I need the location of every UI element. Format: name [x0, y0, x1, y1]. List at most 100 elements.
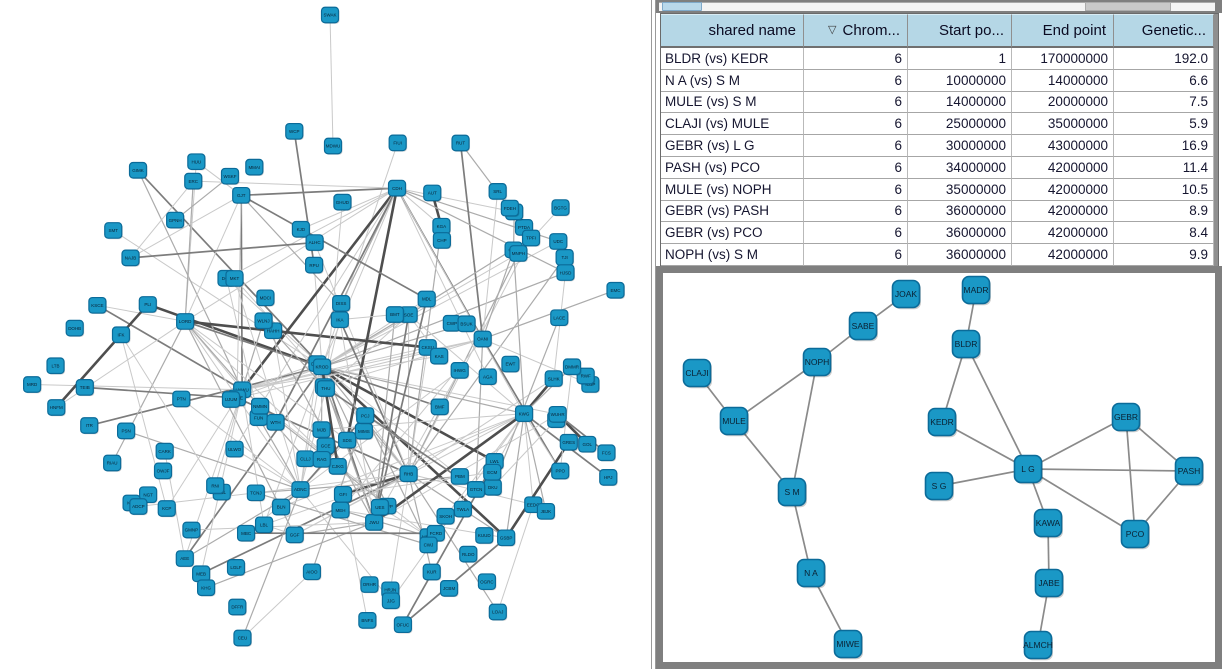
network-node[interactable] — [556, 264, 575, 281]
network-node[interactable] — [266, 413, 285, 431]
table-row[interactable]: NOPH (vs) S M 6 36000000 42000000 9.9 — [661, 244, 1214, 266]
table-cell[interactable]: 6 — [804, 156, 908, 179]
network-node[interactable] — [88, 296, 107, 314]
table-cell[interactable]: 6 — [804, 48, 908, 70]
table-row[interactable]: MULE (vs) NOPH 6 35000000 42000000 10.5 — [661, 178, 1214, 201]
network-node[interactable] — [245, 158, 264, 176]
network-node[interactable] — [331, 501, 350, 519]
network-node[interactable] — [172, 390, 191, 408]
node-mule[interactable] — [719, 406, 749, 436]
network-node[interactable] — [65, 319, 84, 337]
table-cell[interactable]: MULE (vs) NOPH — [661, 178, 804, 201]
table-cell[interactable]: 6 — [804, 200, 908, 223]
table-scrollbar-track[interactable] — [659, 2, 1215, 11]
table-row[interactable]: N A (vs) S M 6 10000000 14000000 6.6 — [661, 69, 1214, 92]
table-cell[interactable]: 6 — [804, 69, 908, 92]
network-node[interactable] — [155, 442, 174, 460]
column-header-chrom[interactable]: ▽ Chrom... — [804, 14, 908, 48]
network-node[interactable] — [370, 498, 389, 516]
network-node[interactable] — [305, 234, 324, 251]
network-node[interactable] — [184, 172, 203, 190]
table-cell[interactable]: BLDR (vs) KEDR — [661, 48, 804, 70]
table-cell[interactable]: GEBR (vs) PCO — [661, 222, 804, 245]
table-cell[interactable]: 10.5 — [1114, 178, 1214, 201]
table-cell[interactable]: GEBR (vs) PASH — [661, 200, 804, 223]
network-node[interactable] — [457, 315, 476, 333]
main-network-canvas[interactable]: OFUCGPNHDOHBSOELWLMMLNLNWUWPURORHRLGLFUS… — [0, 0, 650, 669]
node-noph[interactable] — [802, 347, 832, 377]
node-madr[interactable] — [961, 275, 991, 305]
table-cell[interactable]: 6 — [804, 178, 908, 201]
table-cell[interactable]: 6 — [804, 244, 908, 266]
network-node[interactable] — [225, 440, 244, 458]
network-node[interactable] — [302, 563, 322, 581]
table-cell[interactable]: 36000000 — [908, 244, 1012, 266]
node-miwe[interactable] — [833, 629, 863, 659]
network-node[interactable] — [46, 357, 65, 375]
network-node[interactable] — [354, 422, 374, 440]
network-node[interactable] — [597, 444, 616, 462]
table-cell[interactable]: 42000000 — [1012, 244, 1114, 266]
table-row[interactable]: PASH (vs) PCO 6 34000000 42000000 11.4 — [661, 156, 1214, 179]
network-node[interactable] — [320, 6, 340, 24]
network-node[interactable] — [333, 193, 352, 211]
node-almch[interactable] — [1023, 630, 1053, 660]
table-cell[interactable]: N A (vs) S M — [661, 69, 804, 92]
node-n-a[interactable] — [796, 558, 826, 588]
network-node[interactable] — [116, 422, 136, 440]
network-node[interactable] — [451, 134, 470, 152]
network-node[interactable] — [521, 229, 541, 247]
network-node[interactable] — [555, 249, 574, 266]
subnetwork-edge-l-g-gebr[interactable] — [1027, 416, 1127, 470]
subnetwork-edge-noph-s-m[interactable] — [791, 361, 818, 493]
network-node[interactable] — [192, 565, 211, 583]
network-node[interactable] — [333, 485, 353, 503]
table-cell[interactable]: 9.9 — [1114, 244, 1214, 266]
network-node[interactable] — [562, 358, 582, 376]
column-header-shared-name[interactable]: shared name — [661, 14, 804, 48]
table-cell[interactable]: 42000000 — [1012, 222, 1114, 245]
node-pash[interactable] — [1174, 456, 1204, 486]
node-kawa[interactable] — [1033, 508, 1063, 538]
network-node[interactable] — [221, 391, 241, 408]
node-pco[interactable] — [1120, 519, 1150, 549]
network-node[interactable] — [417, 290, 436, 308]
network-node[interactable] — [246, 484, 265, 502]
network-node[interactable] — [550, 309, 569, 327]
network-node[interactable] — [559, 433, 578, 451]
table-cell[interactable]: 16.9 — [1114, 135, 1214, 157]
network-node[interactable] — [312, 421, 331, 438]
network-node[interactable] — [544, 370, 563, 387]
node-claji[interactable] — [682, 358, 712, 388]
network-node[interactable] — [220, 167, 240, 185]
network-node[interactable] — [187, 153, 206, 171]
network-node[interactable] — [23, 376, 42, 393]
network-node[interactable] — [475, 527, 494, 544]
network-node[interactable] — [399, 465, 418, 483]
network-node[interactable] — [497, 529, 516, 547]
table-cell[interactable]: 5.9 — [1114, 113, 1214, 136]
network-node[interactable] — [312, 358, 332, 376]
network-node[interactable] — [206, 477, 225, 494]
network-node[interactable] — [228, 598, 247, 616]
table-row[interactable]: CLAJI (vs) MULE 6 25000000 35000000 5.9 — [661, 113, 1214, 136]
subnetwork-edge-l-g-pco[interactable] — [1027, 468, 1136, 535]
table-cell[interactable]: 8.9 — [1114, 200, 1214, 223]
table-cell[interactable]: CLAJI (vs) MULE — [661, 113, 804, 136]
table-row[interactable]: MULE (vs) S M 6 14000000 20000000 7.5 — [661, 91, 1214, 114]
network-node[interactable] — [488, 183, 507, 200]
network-node[interactable] — [599, 469, 618, 486]
network-node[interactable] — [104, 222, 123, 239]
network-node[interactable] — [312, 450, 331, 468]
network-node[interactable] — [332, 295, 351, 312]
network-node[interactable] — [423, 184, 442, 202]
table-row[interactable]: BLDR (vs) KEDR 6 1 170000000 192.0 — [661, 48, 1214, 70]
table-cell[interactable]: 25000000 — [908, 113, 1012, 136]
network-node[interactable] — [226, 559, 246, 576]
table-cell[interactable]: 6 — [804, 222, 908, 245]
network-node[interactable] — [358, 611, 377, 629]
network-node[interactable] — [285, 122, 304, 140]
network-node[interactable] — [473, 330, 492, 348]
network-node[interactable] — [576, 367, 595, 385]
table-cell[interactable]: 42000000 — [1012, 156, 1114, 179]
